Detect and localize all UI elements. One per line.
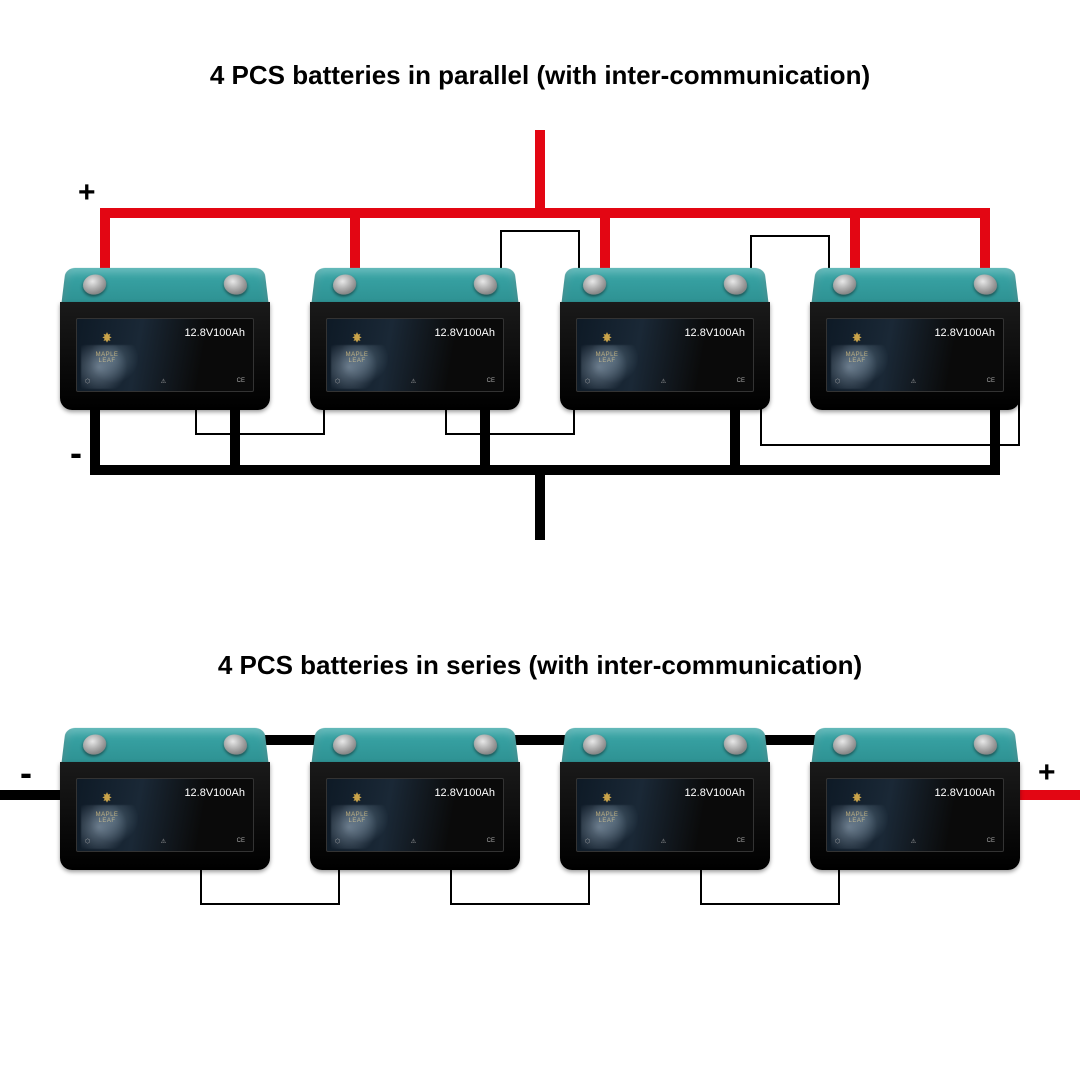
comm-s-3b: [700, 903, 840, 905]
maple-leaf-icon: [350, 791, 364, 805]
label-icons: ⬡⚠CE: [585, 838, 745, 845]
series-minus-sign: -: [20, 752, 32, 794]
parallel-neg-rise-0: [90, 405, 100, 475]
battery-label: MAPLE LEAF 12.8V100Ah ⬡⚠CE: [576, 778, 754, 852]
label-icons: ⬡⚠CE: [85, 378, 245, 385]
battery-label: MAPLE LEAF 12.8V100Ah ⬡⚠CE: [76, 318, 254, 392]
maple-leaf-icon: [100, 331, 114, 345]
parallel-minus-sign: -: [70, 432, 82, 474]
parallel-neg-bus: [90, 465, 1000, 475]
battery-s4: MAPLE LEAF 12.8V100Ah ⬡⚠CE: [810, 720, 1020, 870]
comm-p-3d: [760, 405, 762, 445]
battery-spec: 12.8V100Ah: [667, 327, 745, 339]
battery-spec: 12.8V100Ah: [667, 787, 745, 799]
comm-p-3b: [750, 235, 830, 237]
comm-s-2c: [588, 865, 590, 905]
battery-spec: 12.8V100Ah: [417, 787, 495, 799]
battery-s1: MAPLE LEAF 12.8V100Ah ⬡⚠CE: [60, 720, 270, 870]
comm-s-1c: [338, 865, 340, 905]
comm-p-2b: [500, 230, 580, 232]
parallel-neg-tap-vertical: [535, 465, 545, 540]
label-icons: ⬡⚠CE: [585, 378, 745, 385]
label-icons: ⬡⚠CE: [835, 378, 995, 385]
comm-s-2a: [450, 865, 452, 905]
battery-label: MAPLE LEAF 12.8V100Ah ⬡⚠CE: [76, 778, 254, 852]
battery-p2: MAPLE LEAF 12.8V100Ah ⬡⚠CE: [310, 260, 520, 410]
maple-leaf-icon: [850, 791, 864, 805]
parallel-neg-rise-3: [730, 400, 740, 475]
comm-s-3c: [838, 865, 840, 905]
comm-s-2b: [450, 903, 590, 905]
battery-p1: MAPLE LEAF 12.8V100Ah ⬡⚠CE: [60, 260, 270, 410]
parallel-neg-rise-1: [230, 400, 240, 475]
battery-label: MAPLE LEAF 12.8V100Ah ⬡⚠CE: [326, 778, 504, 852]
comm-s-1b: [200, 903, 340, 905]
comm-p-3e: [760, 444, 1020, 446]
battery-p4: MAPLE LEAF 12.8V100Ah ⬡⚠CE: [810, 260, 1020, 410]
comm-p-2e: [445, 433, 575, 435]
battery-spec: 12.8V100Ah: [167, 787, 245, 799]
battery-p3: MAPLE LEAF 12.8V100Ah ⬡⚠CE: [560, 260, 770, 410]
label-icons: ⬡⚠CE: [835, 838, 995, 845]
series-plus-sign: +: [1038, 756, 1056, 790]
maple-leaf-icon: [850, 331, 864, 345]
battery-s2: MAPLE LEAF 12.8V100Ah ⬡⚠CE: [310, 720, 520, 870]
battery-spec: 12.8V100Ah: [917, 787, 995, 799]
maple-leaf-icon: [100, 791, 114, 805]
label-icons: ⬡⚠CE: [85, 838, 245, 845]
comm-s-3a: [700, 865, 702, 905]
comm-s-1a: [200, 865, 202, 905]
comm-p-1b: [195, 433, 325, 435]
battery-spec: 12.8V100Ah: [167, 327, 245, 339]
parallel-title: 4 PCS batteries in parallel (with inter-…: [0, 60, 1080, 91]
battery-s3: MAPLE LEAF 12.8V100Ah ⬡⚠CE: [560, 720, 770, 870]
parallel-neg-rise-2: [480, 400, 490, 475]
maple-leaf-icon: [600, 331, 614, 345]
battery-label: MAPLE LEAF 12.8V100Ah ⬡⚠CE: [826, 778, 1004, 852]
parallel-pos-tap-vertical: [535, 130, 545, 215]
battery-label: MAPLE LEAF 12.8V100Ah ⬡⚠CE: [326, 318, 504, 392]
maple-leaf-icon: [350, 331, 364, 345]
battery-label: MAPLE LEAF 12.8V100Ah ⬡⚠CE: [576, 318, 754, 392]
parallel-pos-drop-4b: [980, 208, 990, 268]
parallel-plus-sign: +: [78, 176, 96, 210]
series-title: 4 PCS batteries in series (with inter-co…: [0, 650, 1080, 681]
parallel-neg-rise-4: [990, 400, 1000, 475]
battery-label: MAPLE LEAF 12.8V100Ah ⬡⚠CE: [826, 318, 1004, 392]
battery-spec: 12.8V100Ah: [417, 327, 495, 339]
label-icons: ⬡⚠CE: [335, 838, 495, 845]
label-icons: ⬡⚠CE: [335, 378, 495, 385]
battery-spec: 12.8V100Ah: [917, 327, 995, 339]
maple-leaf-icon: [600, 791, 614, 805]
